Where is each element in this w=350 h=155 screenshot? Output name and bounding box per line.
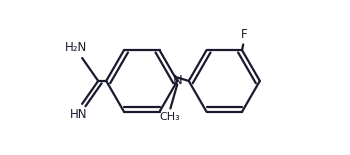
Text: F: F (241, 29, 248, 41)
Text: HN: HN (70, 108, 88, 121)
Text: N: N (173, 74, 182, 87)
Text: CH₃: CH₃ (159, 112, 180, 122)
Text: H₂N: H₂N (65, 41, 88, 54)
